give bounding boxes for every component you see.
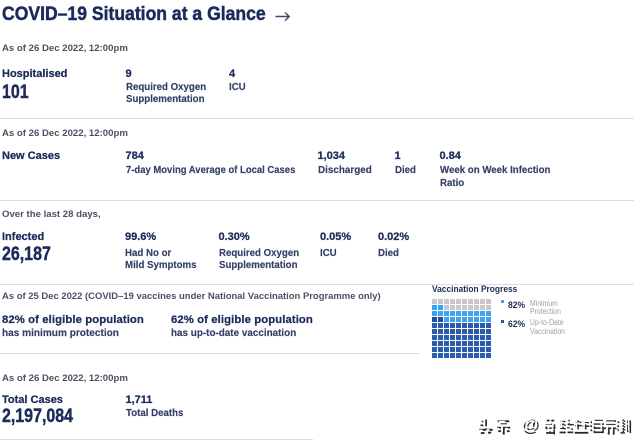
- svg-text:@: @: [523, 415, 540, 435]
- svg-text:@: @: [521, 414, 538, 433]
